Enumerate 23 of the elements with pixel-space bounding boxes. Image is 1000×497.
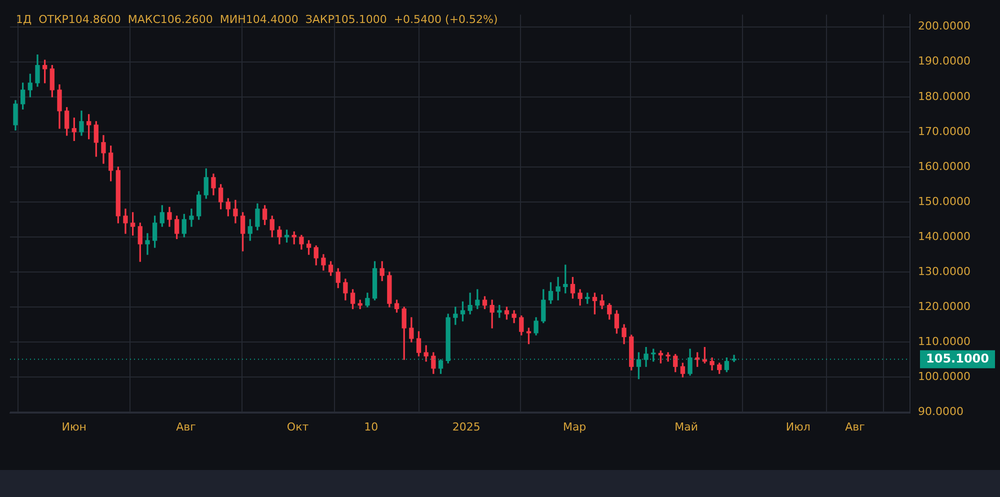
y-tick-label: 90.0000 xyxy=(918,404,964,418)
x-tick-label: Авг xyxy=(176,420,196,434)
x-tick-label: Июн xyxy=(62,420,86,434)
x-tick-label: Авг xyxy=(845,420,866,434)
chart-title: 1Д ОТКР104.8600 МАКС106.2600 МИН104.4000 ЗАКР105.1000 +0.5400 (+0.52%) xyxy=(16,13,498,26)
y-tick-label: 140.0000 xyxy=(918,230,970,243)
y-tick-label: 120.0000 xyxy=(918,300,970,313)
y-tick-label: 200.0000 xyxy=(918,20,970,33)
ref-line-label: 105.1000 xyxy=(926,351,990,366)
x-tick-label: Окт xyxy=(286,420,310,434)
x-tick-label: Мар xyxy=(562,420,586,434)
x-tick-label: 2025 xyxy=(452,420,480,434)
x-tick-label: Май xyxy=(674,420,698,434)
y-tick-label: 150.0000 xyxy=(918,194,970,208)
y-tick-label: 100.0000 xyxy=(918,370,970,383)
x-tick-label: 10 xyxy=(364,420,378,434)
x-tick-label: Июл xyxy=(786,420,810,434)
y-tick-label: 160.0000 xyxy=(918,160,970,173)
y-tick-label: 130.0000 xyxy=(918,264,970,278)
y-tick-label: 170.0000 xyxy=(918,124,970,138)
y-tick-label: 180.0000 xyxy=(918,90,970,103)
y-tick-label: 190.0000 xyxy=(918,54,970,68)
y-tick-label: 110.0000 xyxy=(918,334,970,348)
